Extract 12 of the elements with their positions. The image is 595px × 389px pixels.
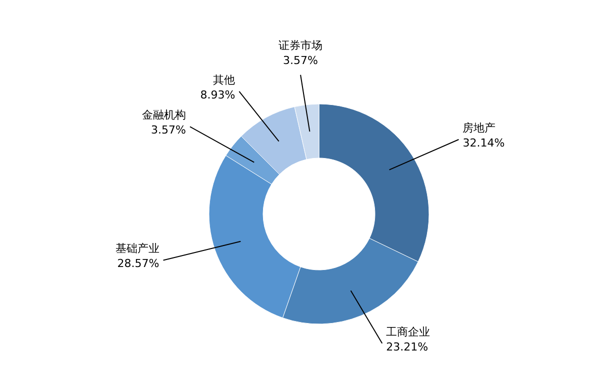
slice-label: 证券市场 — [278, 38, 323, 52]
data-label: 23.21% — [386, 340, 428, 354]
slice-label: 房地产 — [462, 122, 496, 135]
slice-label: 基础产业 — [115, 242, 160, 256]
data-label: 8.93% — [200, 88, 236, 102]
slice-label: 工商企业 — [386, 325, 430, 338]
data-label: 3.57% — [151, 124, 186, 137]
slice-label: 其他 — [213, 73, 236, 86]
data-label: 28.57% — [117, 257, 160, 270]
data-label: 3.57% — [283, 54, 318, 67]
slice-label: 金融机构 — [142, 108, 186, 122]
data-label: 32.14% — [462, 136, 505, 150]
